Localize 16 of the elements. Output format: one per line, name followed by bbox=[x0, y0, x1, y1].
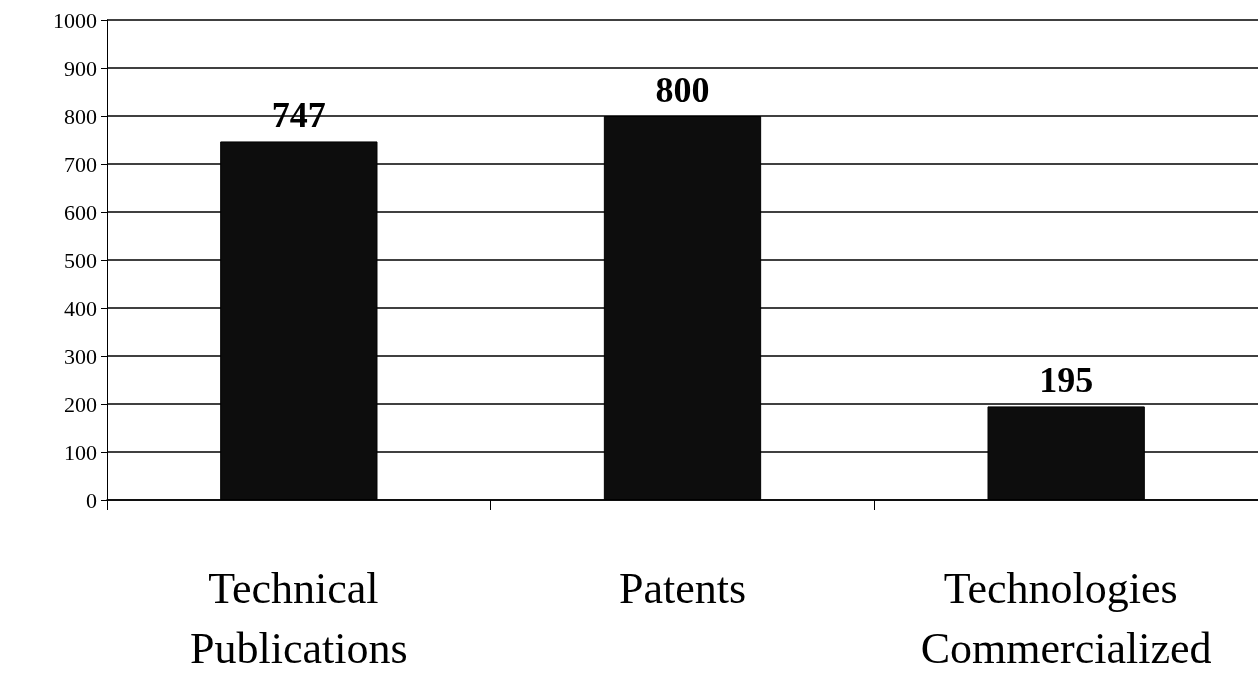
y-tick-label: 700 bbox=[64, 151, 97, 177]
y-tick-label: 1000 bbox=[53, 7, 97, 33]
y-tick-label: 300 bbox=[64, 343, 97, 369]
data-label: 195 bbox=[1039, 360, 1094, 401]
y-tick-label: 200 bbox=[64, 391, 97, 417]
x-tick-label: Patents bbox=[618, 563, 747, 613]
x-tick-label: Technical Publications bbox=[190, 563, 408, 673]
y-tick-label: 900 bbox=[64, 55, 97, 81]
y-tick-label: 500 bbox=[64, 247, 97, 273]
data-label: 800 bbox=[655, 70, 710, 110]
y-tick-label: 0 bbox=[86, 487, 97, 513]
x-tick-label: Technologies Commercialized bbox=[920, 563, 1212, 673]
y-tick-label: 800 bbox=[64, 103, 97, 129]
y-tick-label: 600 bbox=[64, 199, 97, 225]
y-tick-label: 400 bbox=[64, 295, 97, 321]
y-tick-label: 100 bbox=[64, 439, 97, 465]
